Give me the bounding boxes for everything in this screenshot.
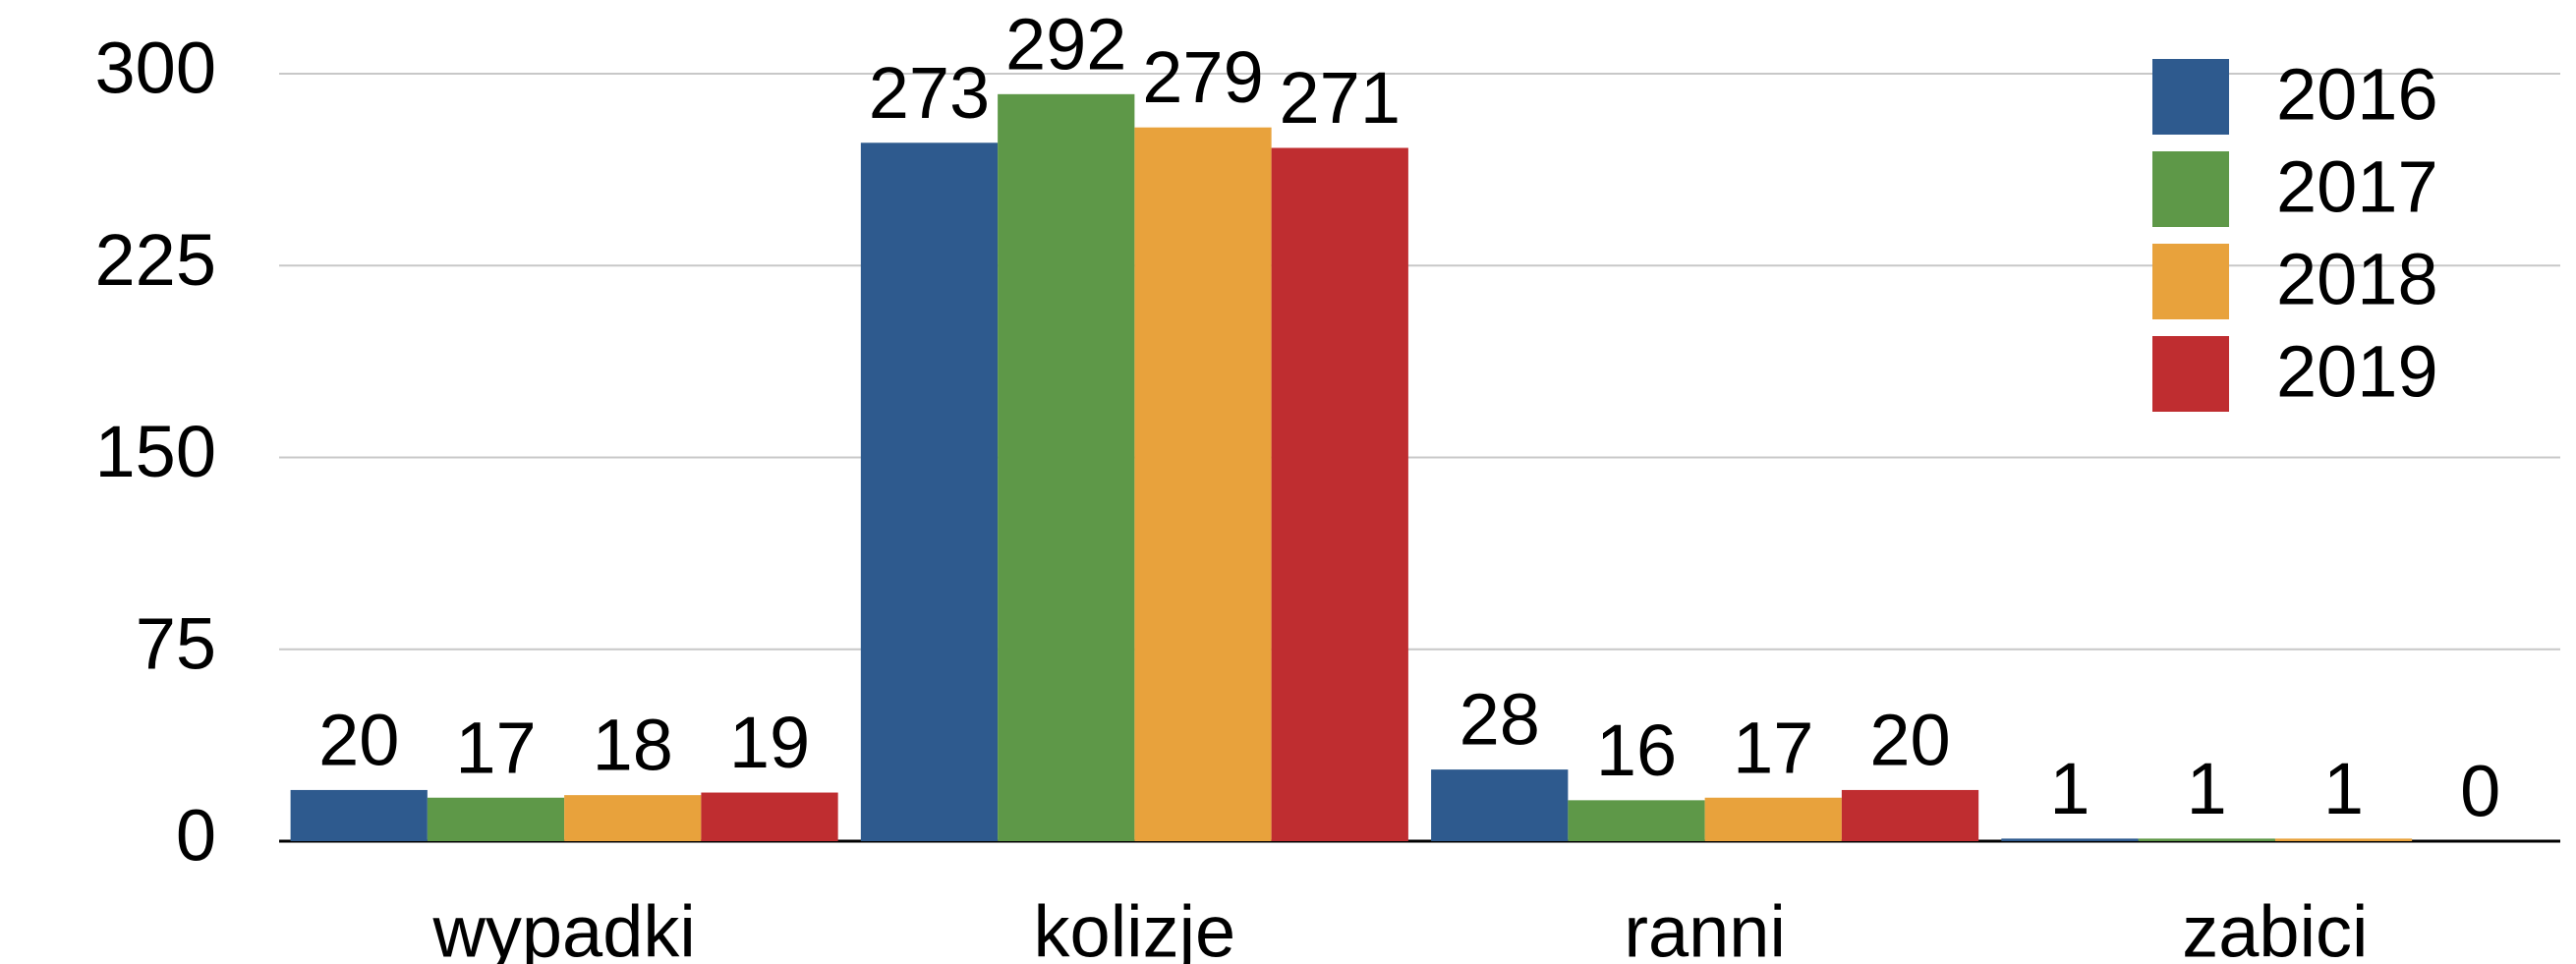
data-label: 20: [318, 699, 399, 780]
data-label: 1: [2323, 748, 2364, 829]
bar: [290, 789, 428, 841]
x-tick-label: kolizje: [1034, 891, 1236, 964]
data-label: 279: [1142, 36, 1263, 118]
y-tick-label: 0: [176, 795, 216, 877]
data-label: 1: [2187, 748, 2227, 829]
legend-swatch: [2152, 151, 2229, 227]
bar: [2001, 838, 2139, 841]
bar: [564, 795, 702, 841]
legend-label: 2019: [2276, 331, 2438, 413]
bar: [2274, 838, 2413, 841]
y-tick-label: 225: [95, 219, 216, 301]
bar: [1431, 769, 1569, 841]
y-tick-label: 300: [95, 28, 216, 109]
x-tick-label: ranni: [1624, 891, 1786, 964]
legend-label: 2018: [2276, 239, 2438, 320]
data-label: 1: [2049, 748, 2089, 829]
bar: [998, 93, 1135, 842]
bar: [1134, 127, 1272, 842]
data-label: 273: [869, 52, 990, 134]
bar: [1271, 147, 1408, 841]
data-label: 16: [1596, 709, 1677, 791]
data-label: 271: [1280, 57, 1401, 139]
data-label: 17: [455, 707, 536, 788]
x-tick-label: zabici: [2182, 891, 2368, 964]
legend-label: 2016: [2276, 54, 2438, 136]
legend-swatch: [2152, 59, 2229, 135]
bar: [2138, 838, 2275, 841]
bar: [427, 797, 565, 841]
bar: [860, 142, 999, 842]
y-tick-label: 150: [95, 411, 216, 492]
bar: [1841, 789, 1979, 841]
bar: [701, 792, 838, 841]
data-label: 17: [1733, 707, 1813, 788]
data-label: 292: [1005, 3, 1126, 85]
legend-label: 2017: [2276, 146, 2438, 228]
data-label: 28: [1460, 679, 1540, 761]
data-label: 19: [729, 702, 810, 783]
bar: [1704, 797, 1842, 841]
data-label: 0: [2460, 751, 2500, 832]
bar: [1568, 800, 1705, 841]
x-tick-label: wypadki: [431, 891, 695, 964]
data-label: 20: [1869, 699, 1950, 780]
legend-swatch: [2152, 244, 2229, 319]
legend-swatch: [2152, 336, 2229, 412]
y-tick-label: 75: [136, 602, 216, 684]
data-label: 18: [593, 705, 673, 786]
